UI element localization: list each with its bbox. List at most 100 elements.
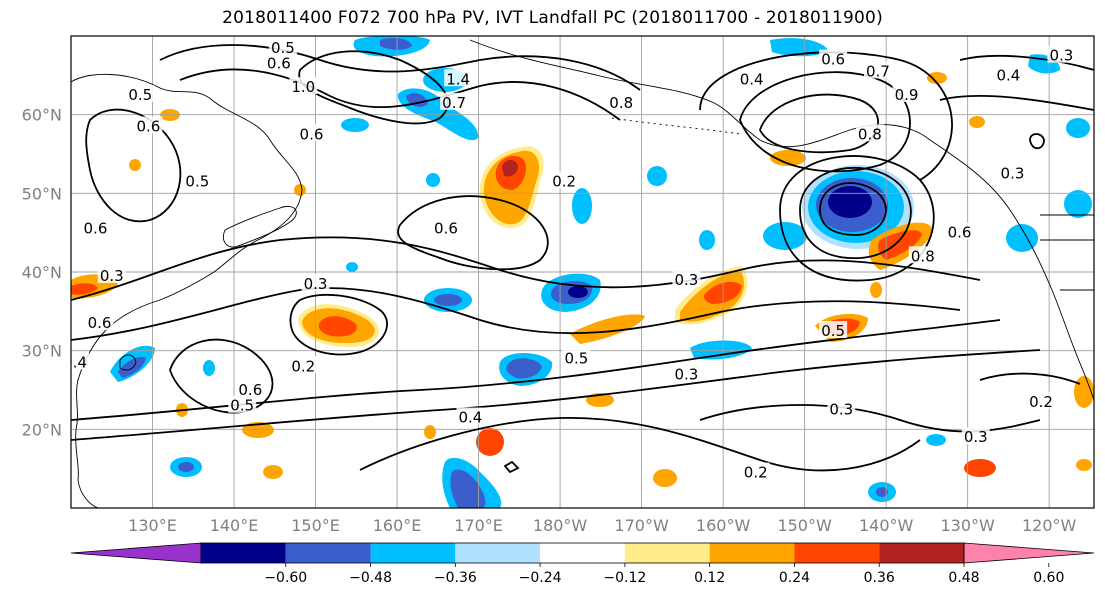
contour-label-bg xyxy=(301,273,330,291)
contour-line xyxy=(739,71,911,173)
contour-label-bg xyxy=(81,218,110,236)
colorbar-outline xyxy=(200,542,965,564)
shade-patch xyxy=(506,358,542,379)
lon-tick-label: 160°E xyxy=(373,516,422,535)
contour-label: 0.3 xyxy=(675,365,699,383)
shade-patch xyxy=(763,222,807,250)
contour-label-bg xyxy=(444,69,473,87)
lon-tick-label: 140°E xyxy=(210,516,259,535)
contour-label-bg xyxy=(672,364,701,382)
contour-label-bg xyxy=(819,49,848,67)
contour-label: 0.3 xyxy=(829,401,853,419)
colorbar-tick-label: −0.12 xyxy=(603,570,646,586)
contour-label-bg xyxy=(994,65,1023,83)
colorbar-tick-label: 0.60 xyxy=(1033,570,1064,586)
contour-labels: 0.50.61.0 1.40.70.50.6 0.60.50.60.20.60.80… xyxy=(71,37,1076,482)
contour-line xyxy=(759,93,879,154)
lon-tick-label: 140°W xyxy=(859,516,914,535)
contour-label-bg xyxy=(134,116,163,134)
contour-line xyxy=(289,293,388,356)
contour-line xyxy=(359,417,921,472)
shade-patch xyxy=(653,469,677,487)
shade-patch xyxy=(572,188,592,224)
lat-tick-label: 40°N xyxy=(22,263,62,282)
aleutian-chain xyxy=(611,117,741,135)
contour-label: 0.2 xyxy=(291,357,315,375)
contour-line xyxy=(1029,133,1045,150)
contour-label: 0.5 xyxy=(271,39,295,57)
map-area[interactable]: 0.50.61.0 1.40.70.50.6 0.60.50.60.20.60.80… xyxy=(61,36,1094,509)
lon-tick-label: 150°W xyxy=(777,516,832,535)
contour-line xyxy=(699,51,953,181)
shade-patch xyxy=(426,173,440,187)
map-title: 2018011400 F072 700 hPa PV, IVT Landfall… xyxy=(222,8,883,28)
latitude-axis: 60°N 50°N 40°N 30°N 20°N xyxy=(22,106,62,440)
shade-patch xyxy=(424,425,436,439)
lat-tick-label: 30°N xyxy=(22,342,62,361)
contour-label-bg xyxy=(855,124,884,142)
contour-label-bg xyxy=(945,222,974,240)
shade-patch xyxy=(699,230,715,250)
contour-label: 0.5 xyxy=(564,350,588,368)
lon-tick-label: 170°E xyxy=(454,516,503,535)
contour-label-bg xyxy=(236,380,265,397)
contour-line xyxy=(799,166,912,259)
colorbar-swatch xyxy=(794,543,880,563)
contour-label-bg xyxy=(819,321,848,338)
contour-label: 0.3 xyxy=(1049,47,1073,65)
shade-patch xyxy=(870,282,882,298)
colorbar-tick-label: −0.24 xyxy=(519,570,562,586)
contour-label: 0.5 xyxy=(128,86,152,104)
shade-patch xyxy=(476,428,504,456)
contour-line xyxy=(939,94,1094,111)
contour-label-bg xyxy=(268,37,297,55)
contour-label: 0.6 xyxy=(300,125,324,143)
contour-label-bg xyxy=(297,124,326,142)
lat-tick-label: 60°N xyxy=(22,106,62,125)
contour-label-bg xyxy=(607,92,636,110)
contour-label-bg xyxy=(289,356,318,374)
shade-patch xyxy=(294,184,306,196)
contour-label: 0.5 xyxy=(185,173,209,191)
contour-label: 0.3 xyxy=(1001,165,1025,183)
contour-label-bg xyxy=(550,171,579,189)
contour-label: 0.3 xyxy=(304,275,328,293)
contour-line xyxy=(179,68,621,121)
contour-label: 0.6 xyxy=(821,51,845,69)
shade-patch xyxy=(203,360,215,376)
contour-label-bg xyxy=(1027,391,1056,409)
contour-label: 1.4 xyxy=(446,70,470,88)
contour-label: 0.2 xyxy=(1029,393,1053,411)
contour-line xyxy=(959,55,1094,71)
contour-line xyxy=(699,404,1041,433)
contour-line xyxy=(71,287,961,341)
contour-line xyxy=(298,50,449,125)
colorbar-tick-label: −0.36 xyxy=(434,570,477,586)
shade-patch xyxy=(964,459,996,477)
contour-label-bg xyxy=(863,61,892,79)
contour-label: 0.3 xyxy=(100,267,124,285)
contour-label-bg xyxy=(71,352,90,370)
contour-label: 0.5 xyxy=(230,397,254,415)
contour-line xyxy=(159,44,641,91)
shade-patch xyxy=(1064,190,1092,218)
contour-label: 0.8 xyxy=(911,247,935,265)
colorbar-swatch xyxy=(540,543,625,563)
shade-patch xyxy=(502,160,518,177)
contour-label: 0.2 xyxy=(744,464,768,482)
colorbar-tick-label: 0.12 xyxy=(694,570,725,586)
lon-tick-label: 180°W xyxy=(533,516,588,535)
taiwan-coastline xyxy=(119,354,137,371)
contour-label-bg xyxy=(1047,45,1076,63)
colorbar-tick-label: 0.36 xyxy=(864,570,895,586)
colorbar-swatch xyxy=(285,543,371,563)
contour-label: 0.4 xyxy=(996,66,1020,84)
contour-label: 0.4 xyxy=(458,409,482,427)
contour-label: 0.6 xyxy=(88,314,112,332)
shade-patch xyxy=(380,38,412,50)
contour-label-bg xyxy=(892,85,921,102)
colorbar-swatch xyxy=(201,543,286,563)
contour-label: 0.7 xyxy=(866,62,890,80)
colorbar-extend-min xyxy=(70,542,202,564)
